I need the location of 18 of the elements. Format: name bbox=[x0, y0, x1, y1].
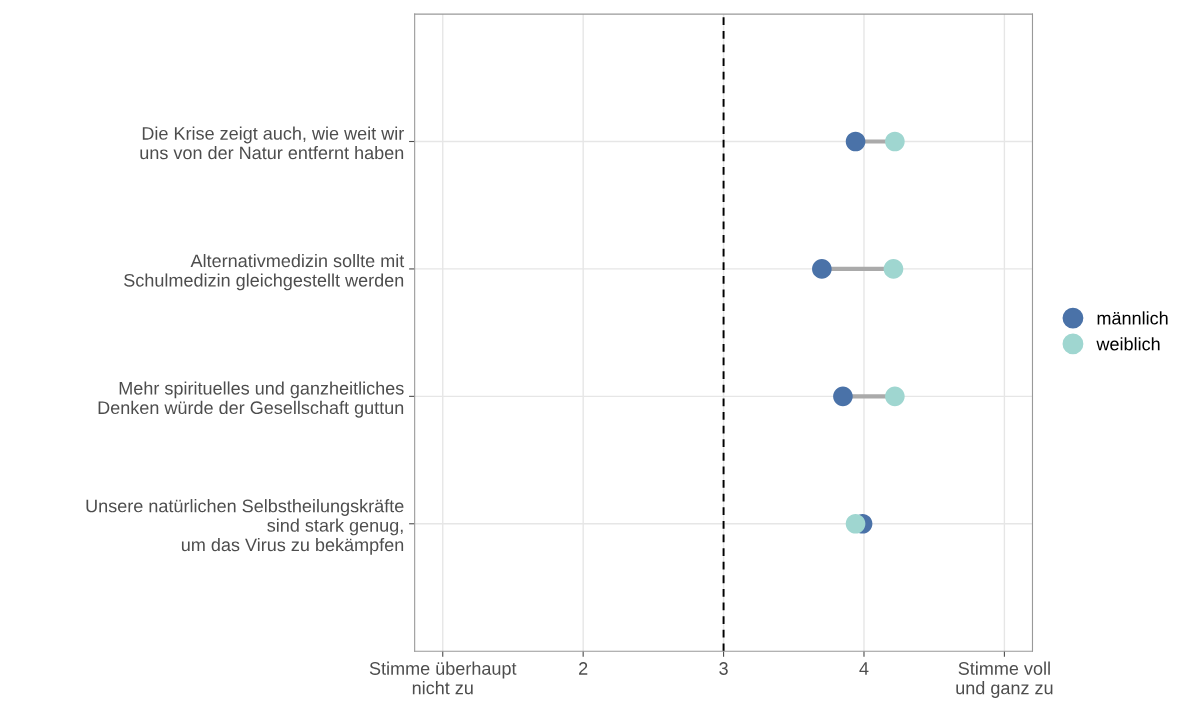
y-tick-label: Die Krise zeigt auch, wie weit wir uns von der Natur entfernt haben bbox=[140, 126, 404, 160]
point bbox=[885, 131, 905, 152]
point bbox=[833, 386, 853, 407]
y-tick-label: Alternativmedizin sollte mit Schulmedizin gleichgestellt werden bbox=[124, 253, 405, 291]
x-tick-label: 3 bbox=[719, 662, 728, 675]
point bbox=[883, 259, 904, 279]
point bbox=[812, 259, 832, 279]
point bbox=[885, 386, 905, 407]
point bbox=[845, 513, 866, 534]
y-tick-label: Mehr spirituelles und ganzheitliches Denken würde der Gesellschaft guttun bbox=[98, 381, 404, 418]
legend-label: männlich bbox=[1097, 311, 1168, 325]
x-tick-label: Stimme voll und ganz zu bbox=[956, 661, 1053, 698]
y-tick-label: Unsere natürlichen Selbstheilungskräfte sind stark genug, um das Virus zu bekämpfen bbox=[86, 499, 404, 555]
x-tick-label: 2 bbox=[579, 662, 588, 675]
legend-label: weiblich bbox=[1096, 337, 1160, 351]
x-tick-label: 4 bbox=[859, 662, 869, 675]
point bbox=[845, 131, 866, 152]
x-tick-label: Stimme überhaupt nicht zu bbox=[369, 661, 517, 695]
